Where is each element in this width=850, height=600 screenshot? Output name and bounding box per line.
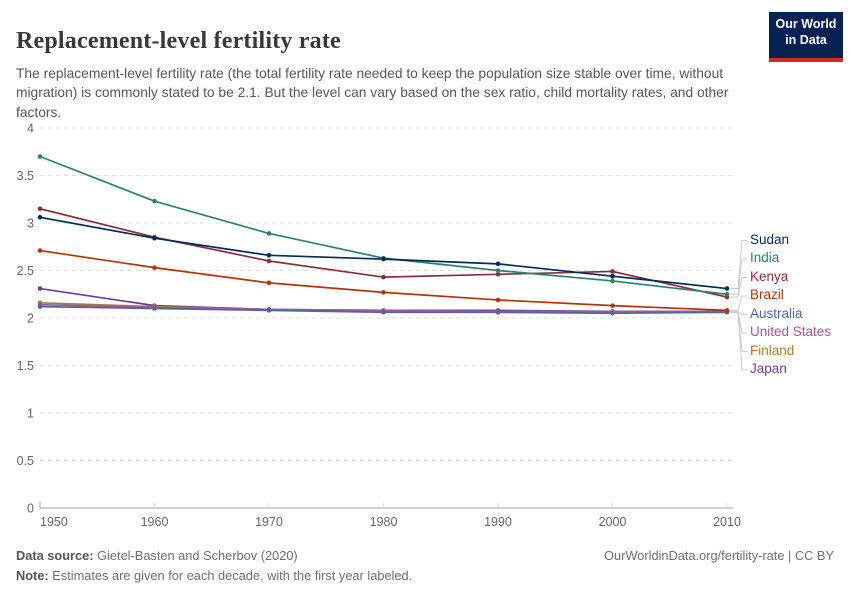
data-point-japan: [37, 286, 43, 291]
legend-item-japan[interactable]: Japan: [750, 361, 787, 376]
legend-item-sudan[interactable]: Sudan: [750, 231, 790, 247]
x-tick-label: 1970: [255, 515, 283, 529]
legend-connector: [730, 258, 747, 295]
chart-subtitle: The replacement-level fertility rate (th…: [16, 65, 729, 120]
legend-connector: [730, 295, 747, 311]
y-tick-label: 0.5: [17, 454, 34, 468]
data-point-india: [152, 198, 157, 204]
data-point-sudan: [724, 286, 730, 291]
data-point-brazil: [724, 308, 730, 313]
y-tick-label: 1: [27, 407, 34, 421]
x-tick-label: 1960: [141, 515, 169, 529]
data-point-australia: [495, 310, 501, 315]
owid-logo[interactable]: Our World in Data: [769, 12, 843, 62]
owid-url-link[interactable]: OurWorldinData.org/fertility-rate | CC B…: [604, 548, 834, 563]
legend-item-india[interactable]: India: [750, 250, 780, 265]
y-tick-label: 2.5: [17, 264, 34, 278]
y-tick-label: 3.5: [17, 169, 34, 183]
data-point-india: [495, 268, 501, 273]
data-point-sudan: [37, 215, 43, 220]
x-tick-label: 1950: [40, 515, 68, 529]
y-tick-label: 1.5: [17, 359, 34, 373]
data-point-kenya: [495, 272, 501, 277]
data-point-india: [37, 154, 43, 159]
y-tick-label: 0: [27, 502, 34, 516]
data-point-sudan: [381, 256, 386, 262]
data-point-australia: [266, 308, 272, 313]
x-tick-label: 1990: [484, 515, 512, 529]
data-point-brazil: [495, 297, 501, 303]
data-point-kenya: [610, 269, 615, 274]
data-point-brazil: [37, 248, 43, 253]
data-point-australia: [381, 310, 386, 315]
data-point-kenya: [37, 206, 43, 212]
data-point-brazil: [610, 303, 615, 308]
legend-item-australia[interactable]: Australia: [750, 305, 803, 321]
data-point-brazil: [381, 290, 386, 295]
legend-connector: [730, 277, 747, 298]
data-source-line: Data source: Gietel-Basten and Scherbov …: [16, 546, 298, 566]
legend-connector: [730, 240, 747, 290]
data-point-kenya: [381, 274, 386, 280]
data-point-sudan: [610, 273, 615, 279]
data-source-label: Data source:: [16, 548, 94, 563]
x-tick-label: 1980: [370, 515, 398, 529]
chart-footer: Data source: Gietel-Basten and Scherbov …: [16, 546, 834, 586]
legend-connector: [730, 310, 747, 371]
owid-logo-line2: in Data: [785, 32, 827, 47]
y-tick-label: 3: [27, 217, 34, 231]
data-point-india: [724, 291, 730, 297]
data-point-brazil: [152, 265, 157, 270]
data-point-australia: [37, 304, 43, 309]
data-line-kenya: [39, 207, 728, 298]
data-point-brazil: [266, 280, 272, 286]
x-tick-label: 2000: [599, 515, 627, 529]
data-point-sudan: [266, 253, 272, 258]
x-tick-label: 2010: [713, 515, 741, 529]
legend-item-kenya[interactable]: Kenya: [750, 268, 789, 284]
y-tick-label: 2: [27, 312, 34, 326]
data-point-sudan: [152, 235, 157, 241]
owid-logo-line1: Our World: [775, 17, 837, 31]
data-point-kenya: [266, 258, 272, 264]
data-point-sudan: [495, 261, 501, 267]
legend-item-finland[interactable]: Finland: [750, 342, 795, 358]
page-title: Replacement-level fertility rate: [16, 28, 341, 55]
legend-item-united-states[interactable]: United States: [750, 324, 832, 339]
data-point-australia: [152, 306, 157, 311]
legend-connector: [730, 311, 747, 352]
y-tick-label: 4: [27, 122, 34, 136]
data-point-india: [266, 231, 272, 236]
data-point-india: [610, 278, 615, 284]
note-label: Note:: [16, 568, 49, 583]
legend-item-brazil[interactable]: Brazil: [750, 287, 784, 302]
data-source-text: Gietel-Basten and Scherbov (2020): [97, 548, 298, 563]
data-point-australia: [610, 310, 615, 316]
note-text: Estimates are given for each decade, wit…: [52, 568, 413, 583]
